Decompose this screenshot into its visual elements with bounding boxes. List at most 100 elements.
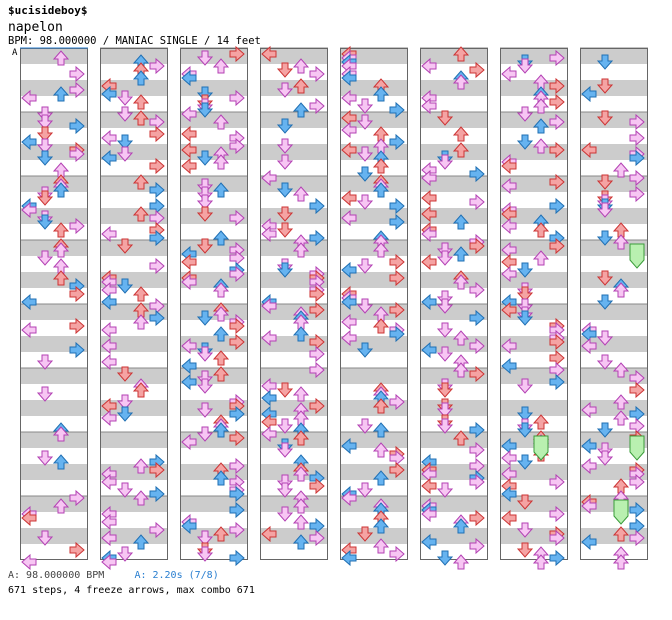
step-arrow-left <box>181 69 197 87</box>
step-arrow-right <box>629 113 645 131</box>
step-arrow-down <box>196 102 214 118</box>
step-arrow-up <box>132 94 150 110</box>
step-arrow-left <box>501 241 517 259</box>
step-arrow-left <box>421 189 437 207</box>
step-arrow-down <box>356 526 374 542</box>
step-arrow-down <box>516 422 534 438</box>
step-arrow-up <box>372 318 390 334</box>
step-arrow-right <box>389 449 405 467</box>
step-arrow-left <box>261 525 277 543</box>
step-arrow-up <box>292 430 310 446</box>
step-arrow-right <box>549 349 565 367</box>
step-arrow-down <box>116 106 134 122</box>
step-arrow-right <box>549 141 565 159</box>
beat-stripe <box>420 48 488 64</box>
step-arrow-down <box>196 530 214 546</box>
beat-stripe <box>100 368 168 384</box>
step-arrow-right <box>69 65 85 83</box>
step-arrow-up <box>212 114 230 130</box>
step-arrow-right <box>549 113 565 131</box>
step-arrow-down <box>36 138 54 154</box>
step-arrow-left <box>181 125 197 143</box>
step-arrow-left <box>581 141 597 159</box>
step-arrow-left <box>261 413 277 431</box>
step-arrow-down <box>36 150 54 166</box>
step-arrow-right <box>469 473 485 491</box>
step-arrow-up <box>292 534 310 550</box>
step-arrow-left <box>261 225 277 243</box>
step-arrow-up <box>212 526 230 542</box>
step-arrow-up <box>212 470 230 486</box>
step-arrow-down <box>196 378 214 394</box>
beat-stripe <box>100 400 168 416</box>
step-arrow-up <box>612 162 630 178</box>
step-arrow-right <box>549 197 565 215</box>
step-arrow-left <box>581 457 597 475</box>
step-arrow-right <box>629 381 645 399</box>
step-arrow-right <box>309 397 325 415</box>
step-arrow-left <box>21 133 37 151</box>
beat-stripe <box>100 432 168 448</box>
step-arrow-down <box>356 114 374 130</box>
step-arrow-down <box>356 146 374 162</box>
step-arrow-right <box>469 309 485 327</box>
step-arrow-down <box>436 482 454 498</box>
step-arrow-left <box>101 77 117 95</box>
step-arrow-down <box>596 54 614 70</box>
step-arrow-down <box>36 250 54 266</box>
step-arrow-down <box>436 346 454 362</box>
step-arrow-left <box>501 65 517 83</box>
beat-stripe <box>20 528 88 544</box>
step-arrow-right <box>549 505 565 523</box>
step-arrow-left <box>341 437 357 455</box>
step-arrow-right <box>469 165 485 183</box>
step-arrow-left <box>581 401 597 419</box>
step-arrow-left <box>501 357 517 375</box>
step-arrow-up <box>372 138 390 154</box>
step-arrow-left <box>261 169 277 187</box>
step-arrow-down <box>196 238 214 254</box>
beat-stripe <box>580 80 648 96</box>
step-arrow-right <box>629 517 645 535</box>
step-arrow-down <box>36 214 54 230</box>
chart-column-2 <box>100 47 168 571</box>
beat-stripe <box>340 176 408 192</box>
step-arrow-down <box>276 82 294 98</box>
step-arrow-right <box>629 473 645 491</box>
step-arrow-right <box>149 521 165 539</box>
step-arrow-up <box>132 490 150 506</box>
beat-stripe <box>260 496 328 512</box>
beat-stripe <box>180 112 248 128</box>
step-arrow-right <box>469 237 485 255</box>
step-arrow-left <box>341 89 357 107</box>
step-arrow-right <box>229 249 245 267</box>
step-arrow-down <box>436 250 454 266</box>
step-arrow-left <box>421 161 437 179</box>
step-arrow-down <box>516 378 534 394</box>
step-arrow-up <box>132 314 150 330</box>
beat-stripe <box>340 368 408 384</box>
step-arrow-right <box>469 457 485 475</box>
beat-stripe <box>260 208 328 224</box>
step-arrow-down <box>116 238 134 254</box>
step-arrow-right <box>229 317 245 335</box>
step-arrow-left <box>501 301 517 319</box>
step-arrow-up <box>292 58 310 74</box>
step-arrow-right <box>389 269 405 287</box>
step-arrow-left <box>341 209 357 227</box>
beat-stripe <box>100 272 168 288</box>
step-arrow-right <box>389 197 405 215</box>
column-border <box>580 48 648 560</box>
step-arrow-left <box>421 453 437 471</box>
beat-stripe <box>20 48 88 64</box>
step-arrow-right <box>309 529 325 547</box>
step-arrow-left <box>261 405 277 423</box>
chart-column-5 <box>340 45 408 567</box>
step-arrow-left <box>101 85 117 103</box>
step-arrow-right <box>149 113 165 131</box>
step-arrow-left <box>181 433 197 451</box>
chart-column-7 <box>500 47 568 570</box>
step-arrow-right <box>469 365 485 383</box>
beat-stripe <box>420 496 488 512</box>
step-arrow-down <box>596 230 614 246</box>
